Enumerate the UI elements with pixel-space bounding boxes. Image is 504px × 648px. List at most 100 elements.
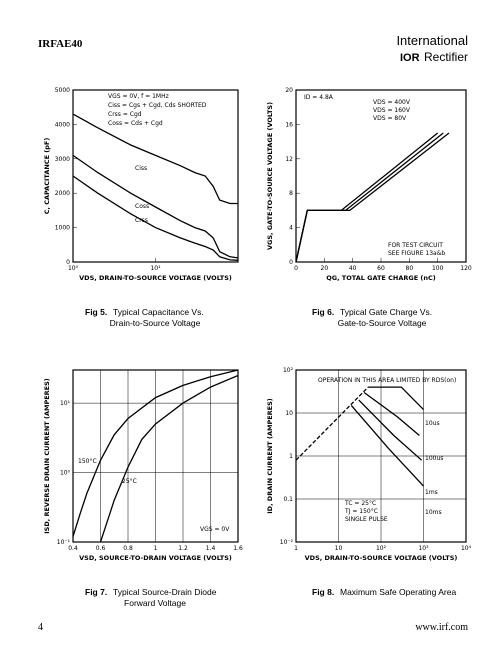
series-label: 150°C <box>78 458 97 465</box>
annotation: VGS = 0V, f = 1MHz <box>108 93 169 100</box>
series-label: 1ms <box>425 489 438 496</box>
x-tick-label: 0 <box>294 265 298 272</box>
y-tick-label: 1 <box>289 453 293 460</box>
y-axis-label: VGS, GATE-TO-SOURCE VOLTAGE (VOLTS) <box>266 102 274 250</box>
annotation: ID = 4.8A <box>304 94 334 101</box>
series-label: 10us <box>425 420 440 427</box>
y-axis-label: ISD, REVERSE DRAIN CURRENT (AMPERES) <box>43 378 51 534</box>
x-axis-label: VDS, DRAIN-TO-SOURCE VOLTAGE (VOLTS) <box>305 554 458 562</box>
curve <box>358 399 423 461</box>
x-tick-label: 20 <box>321 265 329 272</box>
x-tick-label: 40 <box>349 265 357 272</box>
brand-top: International <box>396 33 468 48</box>
x-tick-label: 1 <box>294 545 298 552</box>
x-tick-label: 80 <box>406 265 414 272</box>
figure-caption: Forward Voltage <box>124 598 186 608</box>
annotation: Coss = Cds + Cgd <box>108 120 163 127</box>
annotation: Ciss = Cgs + Cgd, Cds SHORTED <box>108 102 207 109</box>
figure-number: Fig 8. <box>312 587 334 597</box>
x-tick-label: 10⁴ <box>461 545 472 552</box>
annotation: Crss = Cgd <box>108 111 142 118</box>
y-tick-label: 4 <box>289 225 293 232</box>
brand-bottom: Rectifier <box>424 50 468 64</box>
series-label: OPERATION IN THIS AREA LIMITED BY RDS(on… <box>318 377 456 384</box>
annotation: SEE FIGURE 13a&b <box>388 250 445 257</box>
x-tick-label: 1.6 <box>233 545 243 552</box>
x-tick-label: 0.8 <box>123 545 133 552</box>
curve <box>295 386 369 461</box>
series-label: Coss <box>135 203 149 210</box>
annotation: SINGLE PULSE <box>345 516 388 523</box>
y-tick-label: 3000 <box>55 156 70 163</box>
curve <box>72 175 239 261</box>
curve <box>72 113 238 205</box>
url: www.irf.com <box>415 622 468 633</box>
annotation: TJ = 150°C <box>344 508 378 515</box>
figure-number: Fig 6. <box>312 307 334 317</box>
y-tick-label: 16 <box>285 121 293 128</box>
y-tick-label: 2000 <box>55 190 70 197</box>
y-tick-label: 0 <box>66 259 70 266</box>
y-tick-label: 10¹ <box>60 400 71 407</box>
page-number: 4 <box>38 622 43 633</box>
x-tick-label: 10⁰ <box>68 265 79 272</box>
figure-caption: Maximum Safe Operating Area <box>340 587 456 597</box>
x-tick-label: 10² <box>376 545 387 552</box>
annotation: TC = 25°C <box>344 500 376 507</box>
figure-number: Fig 5. <box>85 307 107 317</box>
x-tick-label: 10³ <box>418 545 429 552</box>
annotation: VGS = 0V <box>200 526 230 533</box>
series-label: 100us <box>425 455 443 462</box>
y-axis-label: ID, DRAIN CURRENT (AMPERES) <box>266 398 274 514</box>
x-tick-label: 1 <box>154 545 158 552</box>
y-tick-label: 0 <box>289 259 293 266</box>
figure-caption: Gate-to-Source Voltage <box>338 318 427 328</box>
series-label: Crss <box>135 217 148 224</box>
y-tick-label: 10 <box>285 410 293 417</box>
curve <box>363 391 420 436</box>
x-tick-label: 1.4 <box>206 545 216 552</box>
figure-caption: Drain-to-Source Voltage <box>110 318 201 328</box>
series-label: 25°C <box>122 478 137 485</box>
curve <box>350 404 424 487</box>
curve <box>72 369 239 537</box>
y-tick-label: 10⁻² <box>280 539 294 546</box>
x-tick-label: 10¹ <box>150 265 161 272</box>
y-tick-label: 20 <box>285 87 293 94</box>
annotation: FOR TEST CIRCUIT <box>388 242 443 249</box>
y-axis-label: C, CAPACITANCE (pF) <box>43 138 51 215</box>
y-tick-label: 10⁻¹ <box>57 539 71 546</box>
y-tick-label: 1000 <box>55 225 70 232</box>
series-label: Ciss <box>135 165 147 172</box>
series-label: VDS = 80V <box>373 115 407 122</box>
plot-frame <box>72 89 239 263</box>
y-tick-label: 5000 <box>55 87 70 94</box>
curve <box>368 386 424 411</box>
x-tick-label: 100 <box>432 265 444 272</box>
x-axis-label: QG, TOTAL GATE CHARGE (nC) <box>326 274 436 282</box>
part-number: IRFAE40 <box>38 38 83 50</box>
figure-number: Fig 7. <box>85 587 107 597</box>
figure-caption: Typical Source-Drain Diode <box>113 587 217 597</box>
figure-caption: Typical Gate Charge Vs. <box>340 307 432 317</box>
curve <box>295 132 439 263</box>
curve <box>99 374 239 543</box>
y-tick-label: 10² <box>283 367 294 374</box>
x-tick-label: 60 <box>377 265 385 272</box>
brand-logo: IOR <box>400 52 420 64</box>
y-tick-label: 8 <box>289 190 293 197</box>
x-tick-label: 1.2 <box>178 545 188 552</box>
x-tick-label: 0.6 <box>96 545 106 552</box>
y-tick-label: 12 <box>285 156 293 163</box>
figure-caption: Typical Capacitance Vs. <box>113 307 204 317</box>
x-axis-label: VDS, DRAIN-TO-SOURCE VOLTAGE (VOLTS) <box>79 274 232 282</box>
y-tick-label: 10⁰ <box>60 470 71 477</box>
y-tick-label: 4000 <box>55 121 70 128</box>
series-label: VDS = 400V <box>373 99 411 106</box>
x-tick-label: 120 <box>460 265 472 272</box>
x-tick-label: 10 <box>335 545 343 552</box>
curve <box>72 154 239 259</box>
x-axis-label: VSD, SOURCE-TO-DRAIN VOLTAGE (VOLTS) <box>79 554 232 562</box>
y-tick-label: 0.1 <box>283 496 293 503</box>
